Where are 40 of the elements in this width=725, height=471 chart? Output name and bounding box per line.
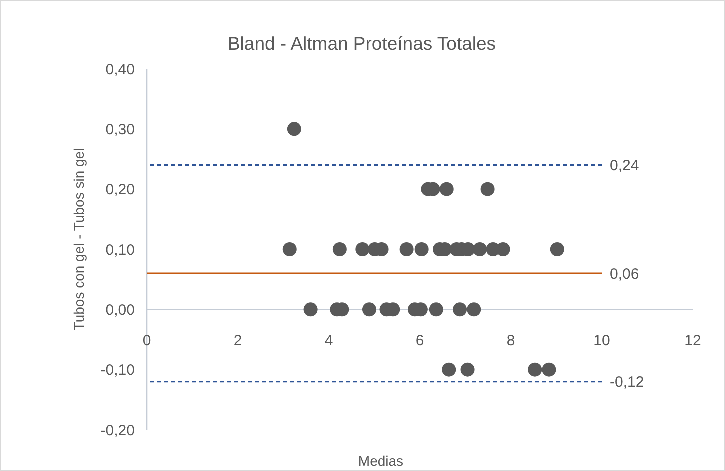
y-tick-label: 0,10	[106, 242, 135, 259]
point	[528, 362, 542, 377]
x-tick-label: 6	[416, 332, 424, 350]
point	[414, 242, 429, 256]
point	[496, 242, 510, 256]
point	[467, 302, 482, 317]
y-tick-label: 0,20	[106, 182, 135, 199]
chart-title: Bland - Altman Proteínas Totales	[228, 33, 496, 54]
y-tick-label: -0,20	[100, 422, 135, 440]
x-axis-title: Medias	[358, 453, 404, 469]
x-tick-label: 8	[506, 332, 516, 350]
y-tick-label: -0,10	[100, 362, 135, 380]
point	[287, 122, 302, 136]
point	[429, 302, 444, 317]
x-tick-label: 4	[324, 332, 334, 350]
data-label: 0,06	[610, 266, 640, 283]
y-tick-label: 0,00	[106, 302, 135, 319]
x-tick-label: 2	[234, 332, 242, 350]
point	[453, 302, 468, 317]
point	[460, 362, 475, 377]
y-tick-label: 0,30	[106, 121, 135, 138]
point	[304, 302, 318, 317]
point	[332, 242, 347, 256]
point	[473, 242, 488, 256]
x-tick-label: 12	[684, 332, 702, 350]
x-tick-label: 0	[142, 332, 152, 350]
x-tick-label: 10	[594, 332, 610, 350]
point	[400, 242, 414, 256]
point	[282, 242, 297, 256]
data-label: -0,12	[610, 374, 644, 392]
point	[550, 242, 564, 256]
point	[480, 182, 495, 196]
y-tick-label: 0,40	[106, 61, 135, 78]
point	[542, 362, 556, 377]
point	[356, 242, 370, 256]
data-label: 0,24	[610, 158, 640, 175]
point	[440, 182, 454, 196]
y-axis-title: Tubos con gel - Tubos sin gel	[71, 148, 87, 331]
point	[362, 302, 376, 317]
point	[442, 362, 456, 377]
